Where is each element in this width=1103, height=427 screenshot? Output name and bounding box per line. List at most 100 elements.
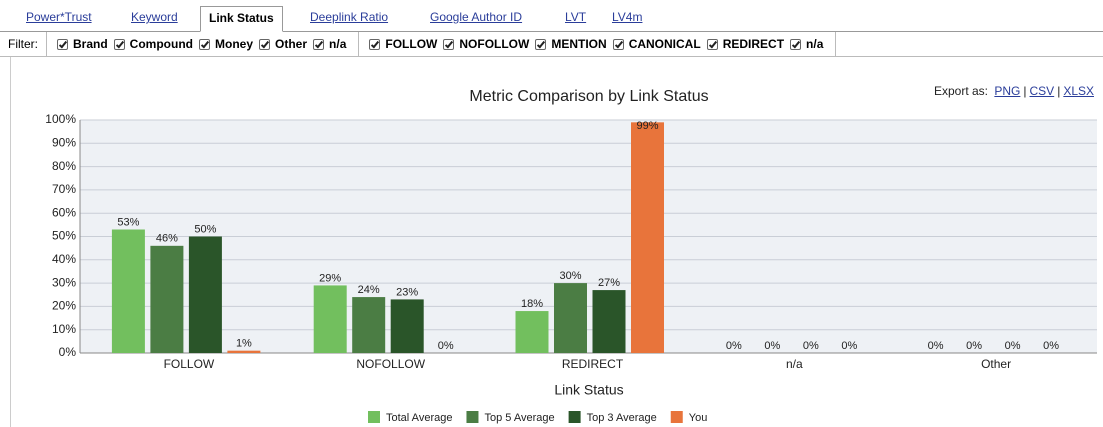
y-tick-label: 50% xyxy=(52,229,76,243)
data-label: 46% xyxy=(156,233,178,245)
x-axis-title: Link Status xyxy=(554,382,623,398)
bar xyxy=(631,122,664,353)
filter-option[interactable]: CANONICAL xyxy=(612,37,701,51)
y-tick-label: 10% xyxy=(52,322,76,336)
tab[interactable]: Link Status xyxy=(200,6,283,32)
export: Export as: PNG | CSV | XLSX xyxy=(934,84,1097,98)
filter-option[interactable]: Brand xyxy=(57,37,108,51)
bar xyxy=(150,245,184,353)
checkbox[interactable] xyxy=(706,38,718,50)
checkbox[interactable] xyxy=(535,38,547,50)
y-tick-label: 40% xyxy=(52,252,76,266)
checkbox[interactable] xyxy=(57,38,68,50)
filter-option[interactable]: MENTION xyxy=(535,37,607,51)
data-label: 0% xyxy=(1043,340,1059,352)
data-label: 0% xyxy=(928,340,944,352)
export-link[interactable]: CSV xyxy=(1029,84,1055,98)
filter-option[interactable]: Money xyxy=(199,37,253,51)
bar xyxy=(390,299,424,353)
checkbox[interactable] xyxy=(443,38,455,50)
data-label: 0% xyxy=(726,340,742,352)
tab[interactable]: Keyword xyxy=(131,10,178,24)
y-tick-label: 20% xyxy=(52,299,76,313)
legend-swatch xyxy=(466,411,479,423)
y-tick-label: 100% xyxy=(45,112,76,126)
bar xyxy=(554,283,587,353)
data-label: 23% xyxy=(396,286,418,298)
y-tick-label: 70% xyxy=(52,182,76,196)
bar xyxy=(227,350,261,353)
data-label: 24% xyxy=(358,284,380,296)
data-label: 27% xyxy=(598,277,620,289)
tab-bar: Power*Trust Keyword Link Status Deeplink Ra… xyxy=(0,0,1103,32)
filter-option-label: n/a xyxy=(806,37,824,51)
bar xyxy=(592,290,626,353)
data-label: 53% xyxy=(117,216,139,228)
filter-option[interactable]: NOFOLLOW xyxy=(443,37,529,51)
checkbox[interactable] xyxy=(313,38,325,50)
filter-option-label: Money xyxy=(215,37,254,51)
checkbox[interactable] xyxy=(199,38,210,50)
tab[interactable]: LV4m xyxy=(612,10,643,24)
legend-label: Top 3 Average xyxy=(587,412,657,424)
y-tick-label: 90% xyxy=(52,135,76,149)
data-label: 99% xyxy=(636,120,658,132)
x-tick-label: NOFOLLOW xyxy=(356,357,425,371)
x-tick-label: n/a xyxy=(786,357,803,371)
data-label: 30% xyxy=(559,270,581,282)
data-label: 1% xyxy=(236,338,252,350)
filter-bar: Filter: Brand Compound Money Other n/a FOLLOW… xyxy=(0,32,1103,57)
data-label: 0% xyxy=(841,340,857,352)
checkbox[interactable] xyxy=(259,38,271,50)
filter-option-label: Brand xyxy=(73,37,108,51)
filter-label: Filter: xyxy=(0,32,47,56)
data-label: 0% xyxy=(438,340,454,352)
legend-label: Top 5 Average xyxy=(484,412,554,424)
filter-option[interactable]: Other xyxy=(259,37,307,51)
bar xyxy=(352,297,386,353)
data-label: 0% xyxy=(1005,340,1021,352)
filter-option-label: CANONICAL xyxy=(628,37,701,51)
filter-option[interactable]: REDIRECT xyxy=(706,37,785,51)
bar xyxy=(515,311,549,353)
export-label: Export as: xyxy=(933,84,989,98)
data-label: 18% xyxy=(521,298,543,310)
checkbox[interactable] xyxy=(790,38,802,50)
tab[interactable]: Deeplink Ratio xyxy=(310,10,389,24)
y-tick-label: 60% xyxy=(52,205,76,219)
data-label: 0% xyxy=(803,340,819,352)
x-tick-label: REDIRECT xyxy=(562,357,624,371)
separator: | xyxy=(1023,84,1027,98)
filter-option[interactable]: FOLLOW xyxy=(369,37,437,51)
checkbox[interactable] xyxy=(113,38,125,50)
filter-option-label: Compound xyxy=(129,37,193,51)
legend-swatch xyxy=(368,411,380,423)
filter-option[interactable]: Compound xyxy=(113,37,193,51)
filter-group: Brand Compound Money Other n/a xyxy=(47,32,360,56)
filter-option[interactable]: n/a xyxy=(790,37,823,51)
tab[interactable]: LVT xyxy=(565,10,587,24)
filter-option-label: REDIRECT xyxy=(722,37,785,51)
separator: | xyxy=(1057,84,1061,98)
frame-line xyxy=(10,57,11,427)
filter-group: FOLLOW NOFOLLOW MENTION CANONICAL REDIRECT n/… xyxy=(359,32,837,56)
x-tick-label: Other xyxy=(981,357,1011,371)
tab[interactable]: Power*Trust xyxy=(26,10,92,24)
tab[interactable]: Google Author ID xyxy=(430,10,523,24)
data-label: 29% xyxy=(319,272,341,284)
legend-swatch xyxy=(568,411,581,423)
bar xyxy=(188,236,222,353)
checkbox[interactable] xyxy=(369,38,381,50)
y-tick-label: 0% xyxy=(59,345,77,359)
export-link[interactable]: PNG xyxy=(994,84,1021,98)
x-tick-label: FOLLOW xyxy=(164,357,215,371)
legend-label: Total Average xyxy=(386,412,452,424)
filter-option-label: NOFOLLOW xyxy=(459,37,530,51)
export-link[interactable]: XLSX xyxy=(1063,84,1094,98)
filter-option-label: FOLLOW xyxy=(385,37,438,51)
chart: Metric Comparison by Link Status Link St… xyxy=(45,88,1097,424)
filter-option[interactable]: n/a xyxy=(313,37,346,51)
checkbox[interactable] xyxy=(612,38,624,50)
filter-option-label: n/a xyxy=(329,37,347,51)
